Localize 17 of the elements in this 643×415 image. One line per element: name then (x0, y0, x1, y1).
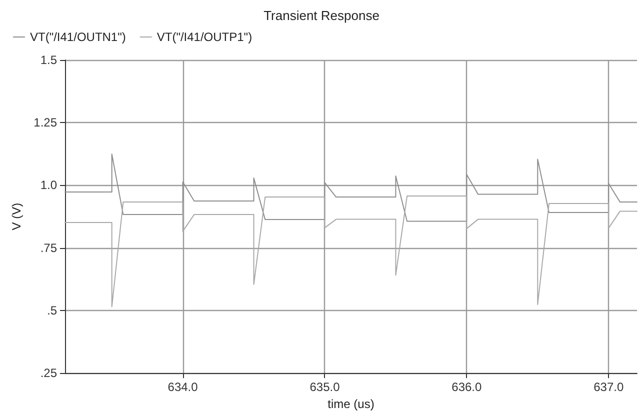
y-tick-label: .5 (46, 303, 58, 318)
y-tick-label: .75 (40, 240, 58, 255)
y-tick-label: 1.0 (40, 178, 58, 192)
line-series (64, 154, 638, 222)
y-tick-label: 1.5 (40, 53, 58, 67)
y-axis-title: V (V) (10, 202, 24, 230)
x-tick-label: 636.0 (452, 380, 482, 394)
y-tick-label: .25 (40, 366, 58, 380)
x-tick-label: 637.0 (594, 380, 624, 394)
line-series (64, 196, 638, 308)
x-tick-label: 634.0 (168, 380, 198, 394)
x-axis-title: time (us) (328, 397, 374, 411)
y-tick-label: 1.25 (34, 116, 58, 130)
legend-label: VT("/I41/OUTP1") (156, 30, 252, 44)
chart-title: Transient Response (264, 8, 380, 23)
legend-label: VT("/I41/OUTN1") (30, 30, 126, 44)
x-tick-label: 635.0 (310, 380, 340, 394)
